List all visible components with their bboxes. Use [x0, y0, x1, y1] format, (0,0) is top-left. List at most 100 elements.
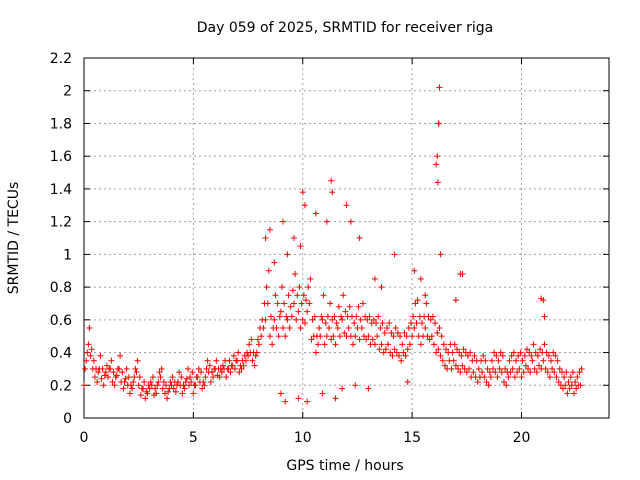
data-point	[149, 374, 156, 381]
data-point	[440, 341, 447, 348]
data-point	[434, 179, 441, 186]
y-tick-labels: 0 0.2 0.4 0.6 0.8 1 1.2 1.4 1.6 1.8 2 2.2	[50, 51, 72, 427]
data-point	[200, 379, 207, 385]
y-tick-label: 0.4	[50, 346, 72, 362]
data-point	[334, 325, 341, 331]
data-point	[493, 352, 500, 359]
data-point	[271, 259, 278, 266]
data-point	[402, 352, 409, 359]
data-point	[108, 357, 115, 364]
data-point	[467, 349, 474, 356]
data-point	[281, 300, 288, 307]
data-point	[199, 385, 206, 392]
data-point	[328, 336, 335, 343]
data-point	[378, 341, 385, 348]
data-point	[574, 374, 581, 381]
data-point	[304, 308, 311, 315]
data-point	[488, 357, 495, 364]
data-point	[494, 374, 501, 381]
data-point	[520, 369, 527, 376]
data-point	[480, 352, 487, 359]
data-point	[355, 303, 362, 310]
data-point	[203, 365, 210, 372]
data-point	[525, 365, 532, 372]
data-point	[246, 341, 253, 348]
data-point	[511, 374, 518, 381]
data-point	[332, 395, 339, 402]
data-point	[93, 365, 100, 372]
data-point	[411, 267, 418, 274]
y-tick-label: 1.2	[50, 215, 72, 231]
data-point	[231, 365, 238, 372]
data-point	[226, 357, 233, 364]
data-point	[324, 313, 331, 320]
data-point	[278, 284, 285, 291]
data-point	[460, 346, 467, 353]
data-point	[146, 385, 153, 392]
data-point	[482, 357, 489, 364]
data-point	[129, 385, 136, 392]
data-point	[427, 316, 434, 323]
data-point	[513, 357, 520, 364]
data-point	[527, 369, 534, 376]
data-point	[537, 346, 544, 353]
data-point	[184, 365, 191, 372]
data-point	[121, 379, 128, 385]
data-point	[227, 369, 234, 376]
data-point	[459, 362, 466, 369]
y-tick-label: 2.2	[50, 51, 72, 67]
data-point	[528, 352, 535, 359]
data-point	[486, 369, 493, 376]
data-point	[406, 341, 413, 348]
data-point	[457, 369, 464, 376]
data-point	[170, 385, 177, 392]
data-point	[287, 303, 294, 310]
data-point	[328, 177, 335, 184]
gridlines	[84, 58, 609, 418]
data-point	[274, 300, 281, 307]
data-point	[259, 316, 266, 323]
data-point	[189, 369, 196, 376]
data-point	[422, 325, 429, 331]
data-point	[120, 385, 127, 392]
data-point	[159, 385, 166, 392]
data-point	[394, 329, 401, 336]
data-point	[358, 325, 365, 331]
data-point	[336, 333, 343, 340]
data-point	[549, 365, 556, 372]
data-point	[515, 352, 522, 359]
data-point	[422, 292, 429, 299]
data-point	[499, 352, 506, 359]
data-point	[455, 365, 462, 372]
data-point	[439, 357, 446, 364]
data-point	[123, 365, 130, 372]
data-point	[514, 369, 521, 376]
data-point	[238, 365, 245, 372]
data-point	[329, 316, 336, 323]
data-point	[466, 365, 472, 372]
data-point	[370, 316, 377, 323]
data-point	[564, 390, 571, 397]
data-point	[339, 316, 346, 323]
data-point	[285, 292, 292, 299]
data-point	[432, 320, 439, 327]
data-point	[295, 308, 302, 315]
data-point	[292, 271, 299, 277]
data-point	[426, 336, 433, 343]
data-point	[346, 303, 353, 310]
data-point	[277, 390, 284, 397]
data-point	[517, 349, 524, 356]
data-point	[105, 374, 112, 381]
data-point	[474, 379, 481, 385]
data-point	[178, 374, 185, 381]
data-point	[451, 341, 458, 348]
data-point	[269, 341, 276, 348]
data-point	[109, 379, 116, 385]
data-point	[103, 362, 110, 369]
data-point	[560, 385, 567, 392]
data-point	[459, 271, 466, 277]
data-point	[562, 382, 569, 389]
data-point	[122, 375, 129, 382]
data-point	[352, 382, 359, 389]
data-point	[352, 333, 359, 340]
